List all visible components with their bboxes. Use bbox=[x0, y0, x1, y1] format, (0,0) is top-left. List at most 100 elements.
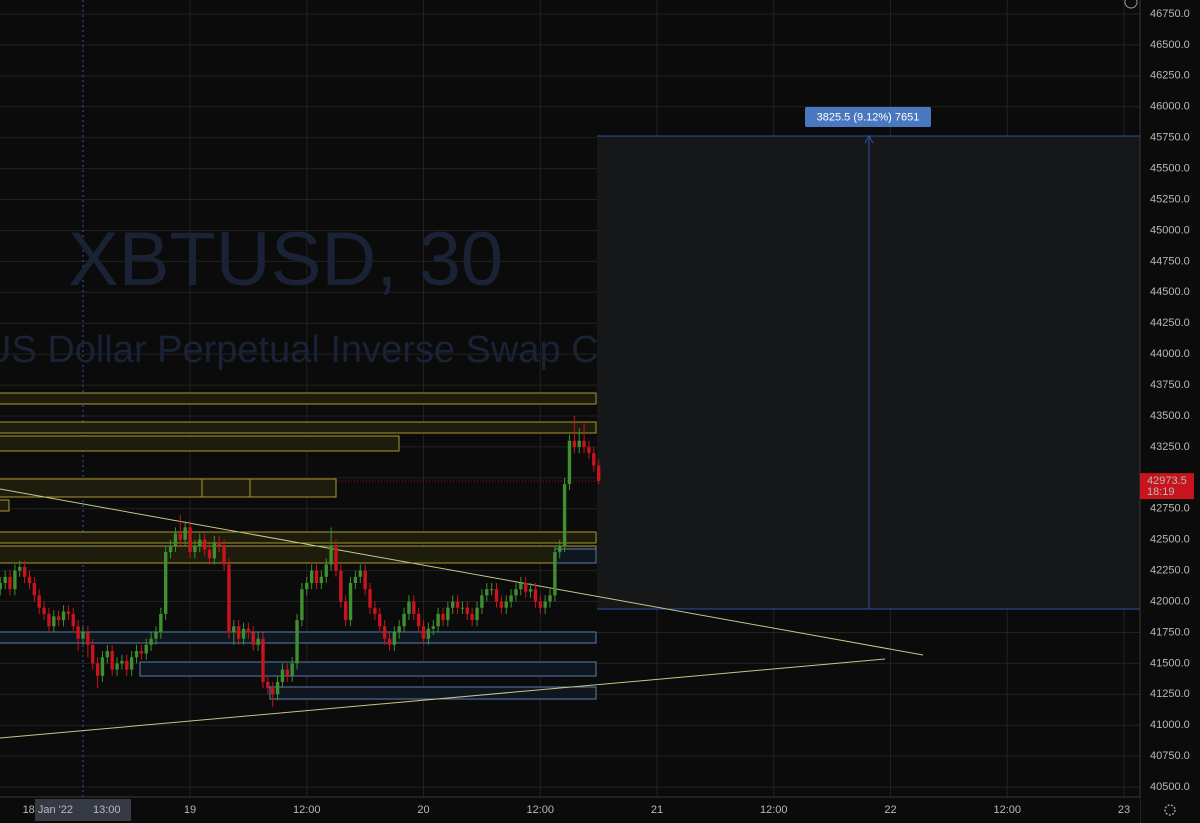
y-tick-label: 45500.0 bbox=[1150, 163, 1190, 175]
y-tick-label: 43750.0 bbox=[1150, 379, 1190, 391]
candle-body bbox=[95, 663, 100, 676]
candle-body bbox=[324, 564, 328, 577]
watermark-subtitle: US Dollar Perpetual Inverse Swap Contrac… bbox=[0, 329, 715, 371]
candle-body bbox=[8, 576, 12, 590]
candle-body bbox=[246, 628, 251, 633]
candle-body bbox=[0, 582, 2, 590]
x-tick-label: 22 bbox=[884, 804, 896, 816]
y-tick-label: 43250.0 bbox=[1150, 441, 1190, 453]
candle-body bbox=[81, 632, 85, 639]
candle-body bbox=[475, 607, 479, 621]
candle-body bbox=[504, 601, 508, 608]
candle-body bbox=[329, 545, 333, 565]
candles bbox=[0, 416, 601, 707]
candle-body bbox=[309, 570, 314, 583]
candle-body bbox=[105, 651, 110, 658]
candle-body bbox=[314, 570, 319, 583]
candle-body bbox=[509, 595, 513, 602]
candle-body bbox=[193, 545, 197, 553]
candle-body bbox=[144, 644, 148, 654]
candle-body bbox=[212, 542, 217, 559]
y-tick-label: 41250.0 bbox=[1150, 688, 1190, 700]
candle-body bbox=[86, 632, 90, 645]
candle-body bbox=[266, 681, 270, 689]
candle-body bbox=[441, 613, 445, 621]
x-tick-label: 21 bbox=[651, 804, 663, 816]
last-price-label: 42973.5 bbox=[1147, 475, 1187, 487]
candle-body bbox=[378, 613, 382, 627]
candle-body bbox=[519, 582, 523, 590]
candle-body bbox=[538, 601, 542, 608]
candle-body bbox=[129, 657, 134, 670]
candle-body bbox=[159, 613, 163, 633]
candle-body bbox=[523, 582, 528, 592]
y-tick-label: 42000.0 bbox=[1150, 595, 1190, 607]
candle-body bbox=[173, 533, 178, 546]
candle-body bbox=[154, 632, 158, 639]
candle-body bbox=[489, 589, 494, 591]
trend-line bbox=[0, 658, 886, 739]
y-tick-label: 44250.0 bbox=[1150, 317, 1190, 329]
candle-body bbox=[300, 589, 304, 621]
candle-body bbox=[421, 626, 426, 639]
countdown-label: 18:19 bbox=[1147, 486, 1175, 498]
candle-body bbox=[134, 651, 139, 658]
candle-body bbox=[426, 628, 431, 639]
candle-body bbox=[485, 589, 489, 596]
candle-body bbox=[363, 570, 367, 590]
candle-body bbox=[402, 613, 406, 627]
candle-body bbox=[261, 638, 265, 682]
zone bbox=[0, 478, 337, 498]
x-tick-label: 20 bbox=[417, 804, 429, 816]
measure-arrow-head bbox=[864, 134, 874, 144]
candle-body bbox=[3, 576, 7, 583]
y-tick-label: 46250.0 bbox=[1150, 70, 1190, 82]
plot-area: XBTUSD, 30 US Dollar Perpetual Inverse S… bbox=[0, 134, 1140, 739]
candle-body bbox=[66, 611, 71, 614]
candle-body bbox=[47, 613, 51, 627]
candle-body bbox=[358, 570, 362, 577]
axis-labels: 40500.0 40750.0 41000.0 41250.0 41500.0 41750… bbox=[23, 8, 1194, 821]
candle-body bbox=[18, 566, 22, 571]
candle-body bbox=[227, 564, 231, 633]
candle-body bbox=[61, 611, 66, 621]
candle-body bbox=[587, 446, 591, 454]
candle-body bbox=[115, 663, 119, 670]
x-tick-label: 12:00 bbox=[994, 804, 1022, 816]
y-tick-label: 41750.0 bbox=[1150, 626, 1190, 638]
candle-body bbox=[207, 549, 212, 559]
candle-body bbox=[71, 613, 75, 627]
trend-line bbox=[0, 488, 924, 656]
candle-body bbox=[202, 539, 207, 550]
info-icon[interactable] bbox=[1124, 0, 1138, 9]
y-tick-label: 41500.0 bbox=[1150, 657, 1190, 669]
candle-body bbox=[514, 589, 518, 596]
zone bbox=[0, 435, 400, 452]
y-tick-label: 40500.0 bbox=[1150, 781, 1190, 793]
candle-body bbox=[572, 440, 577, 447]
watermark-title: XBTUSD, 30 bbox=[68, 217, 503, 302]
candle-body bbox=[188, 527, 192, 553]
y-tick-label: 45000.0 bbox=[1150, 224, 1190, 236]
candle-body bbox=[499, 601, 504, 608]
candle-body bbox=[275, 681, 280, 695]
candle-body bbox=[562, 484, 567, 546]
y-tick-label: 44750.0 bbox=[1150, 255, 1190, 267]
y-tick-label: 45250.0 bbox=[1150, 193, 1190, 205]
candle-body bbox=[285, 669, 290, 676]
measure-label-box bbox=[805, 107, 931, 127]
settings-icon[interactable] bbox=[1164, 804, 1176, 816]
candle-body bbox=[110, 651, 114, 670]
crosshair-label-box bbox=[34, 799, 131, 821]
candle-body bbox=[178, 533, 182, 540]
candle-body bbox=[494, 589, 499, 602]
candle-body bbox=[387, 638, 392, 645]
candle-body bbox=[582, 440, 586, 447]
zone bbox=[0, 499, 10, 512]
measure-label: 3825.5 (9.12%) 7651 bbox=[817, 111, 920, 123]
candle-body bbox=[256, 638, 260, 645]
candle-body bbox=[280, 669, 285, 682]
candle-body bbox=[198, 539, 202, 546]
candle-body bbox=[465, 607, 470, 614]
candle-body bbox=[470, 613, 474, 621]
